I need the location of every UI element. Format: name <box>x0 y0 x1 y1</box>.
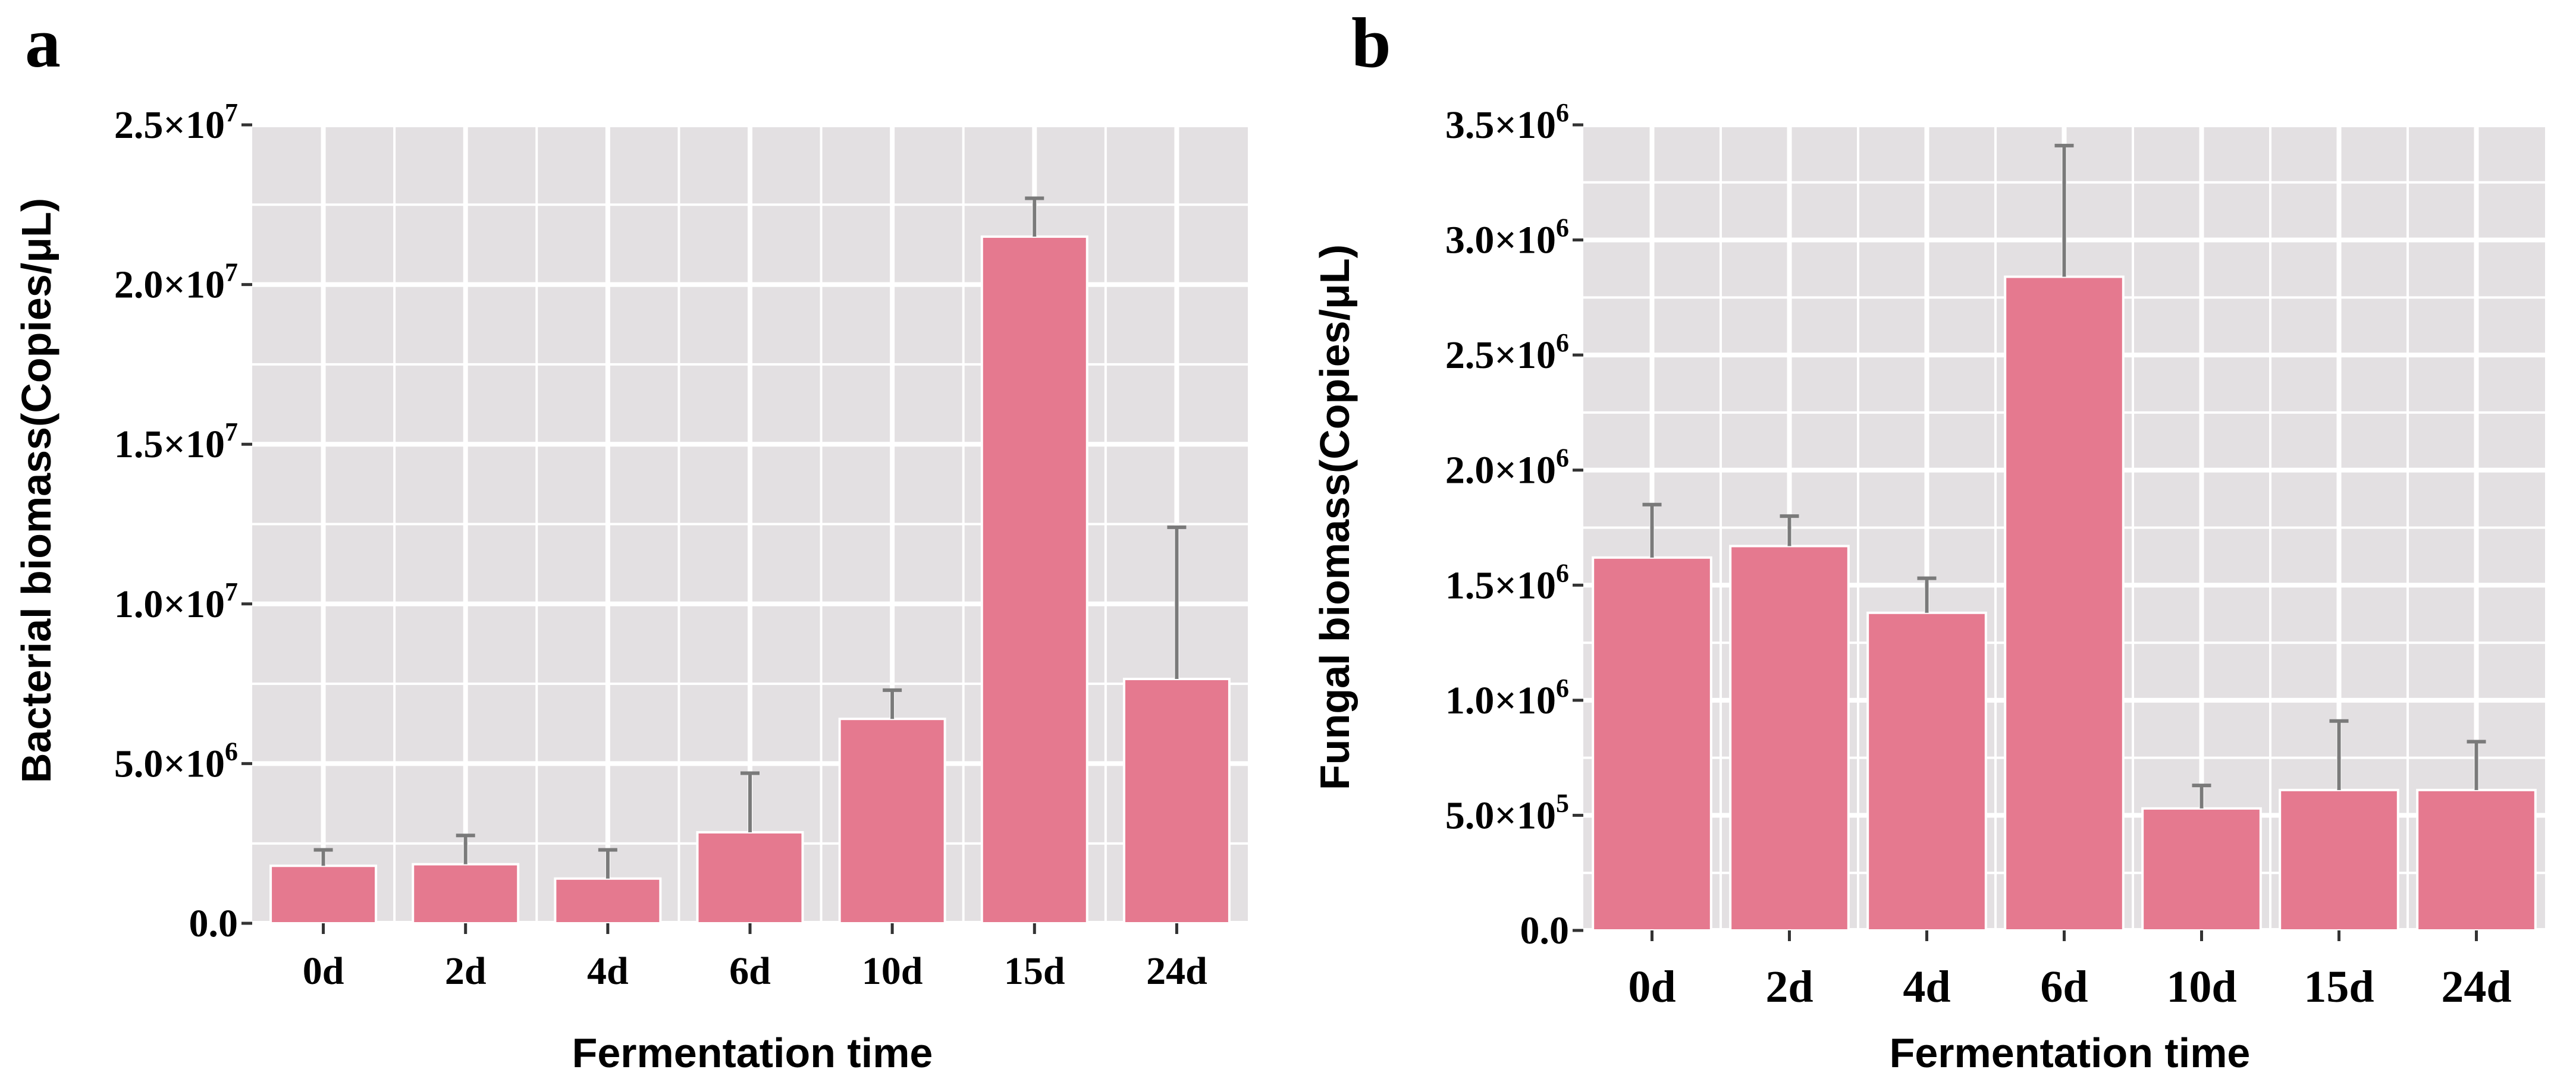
y-tick-label: 1.5×106 <box>1445 558 1569 607</box>
bar-4d <box>554 877 662 924</box>
x-tick-label: 4d <box>587 949 629 993</box>
bar-2d <box>412 863 520 925</box>
error-bar-2d <box>1780 514 1799 546</box>
y-tick-label: 2.0×107 <box>114 258 238 307</box>
bar-4d <box>1866 611 1987 932</box>
bar-24d <box>2416 788 2537 932</box>
error-bars <box>313 196 1187 879</box>
bar-6d <box>696 831 804 924</box>
bar-10d <box>2141 807 2262 932</box>
error-bar-4d <box>598 848 617 879</box>
y-tick-label: 0.0 <box>189 902 239 945</box>
error-bar-6d <box>2054 143 2074 277</box>
x-axis: 0d 2d 4d 6d 10d 15d 24d <box>1628 930 2512 1012</box>
x-axis: 0d 2d 4d 6d 10d 15d 24d <box>303 923 1207 993</box>
y-tick-label: 1.0×107 <box>114 577 238 626</box>
y-tick-label: 2.5×107 <box>114 98 238 147</box>
bar-0d <box>269 864 378 924</box>
error-bar-0d <box>1642 502 1662 558</box>
error-bar-24d <box>1167 525 1187 680</box>
panel-letter-a: a <box>25 3 61 82</box>
x-tick-label: 24d <box>1146 949 1207 993</box>
y-axis: 0.0 5.0×105 1.0×106 1.5×106 2.0×106 2.5×106 3.… <box>1445 98 1583 952</box>
error-bar-15d <box>2329 719 2349 790</box>
error-bar-15d <box>1025 196 1044 237</box>
x-tick-label: 0d <box>303 949 344 993</box>
bar-0d <box>1592 556 1712 932</box>
y-axis-title: Fungal biomass(Copies/μL) <box>1311 244 1358 790</box>
error-bar-2d <box>456 834 475 864</box>
x-tick-label: 6d <box>2040 962 2088 1012</box>
chart-panel-a: a 0.0 5.0×106 1.0×107 1.5×107 2.0×107 2.5×107… <box>13 3 1248 1076</box>
x-tick-label: 6d <box>729 949 771 993</box>
x-tick-label: 24d <box>2441 962 2511 1012</box>
panel-letter-b: b <box>1351 3 1391 82</box>
error-bar-6d <box>741 771 760 832</box>
y-axis: 0.0 5.0×106 1.0×107 1.5×107 2.0×107 2.5×107 <box>114 98 252 945</box>
x-tick-label: 10d <box>862 949 923 993</box>
y-tick-label: 0.0 <box>1520 909 1570 952</box>
error-bar-0d <box>313 848 333 866</box>
bar-10d <box>838 718 946 925</box>
bar-15d <box>980 235 1088 924</box>
x-axis-title: Fermentation time <box>572 1030 933 1076</box>
chart-panel-b: b 0.0 5.0×105 1.0×106 1.5×106 2.0×106 2.5×106… <box>1311 3 2545 1076</box>
y-tick-label: 1.5×107 <box>114 417 238 466</box>
bar-15d <box>2279 788 2399 932</box>
x-tick-label: 2d <box>445 949 487 993</box>
bar-24d <box>1122 678 1231 924</box>
bars <box>269 235 1231 925</box>
bar-6d <box>2004 275 2125 932</box>
error-bar-24d <box>2467 740 2486 790</box>
y-tick-label: 1.0×106 <box>1445 674 1569 722</box>
x-tick-label: 2d <box>1765 962 1813 1012</box>
x-axis-title: Fermentation time <box>1890 1030 2251 1076</box>
x-tick-label: 15d <box>2304 962 2374 1012</box>
y-tick-label: 3.5×106 <box>1445 98 1569 147</box>
x-tick-label: 15d <box>1004 949 1065 993</box>
error-bar-10d <box>883 688 902 719</box>
y-tick-label: 2.0×106 <box>1445 444 1569 492</box>
x-tick-label: 4d <box>1903 962 1950 1012</box>
x-tick-label: 0d <box>1628 962 1676 1012</box>
bar-2d <box>1729 545 1850 932</box>
y-tick-label: 3.0×106 <box>1445 213 1569 262</box>
y-tick-label: 2.5×106 <box>1445 328 1569 377</box>
x-tick-label: 10d <box>2166 962 2236 1012</box>
error-bar-4d <box>1917 576 1937 613</box>
y-tick-label: 5.0×106 <box>114 737 238 785</box>
y-tick-label: 5.0×105 <box>1445 788 1569 837</box>
y-axis-title: Bacterial biomass(Copies/μL) <box>13 198 59 783</box>
error-bars <box>1642 143 2486 809</box>
error-bar-10d <box>2192 784 2211 809</box>
